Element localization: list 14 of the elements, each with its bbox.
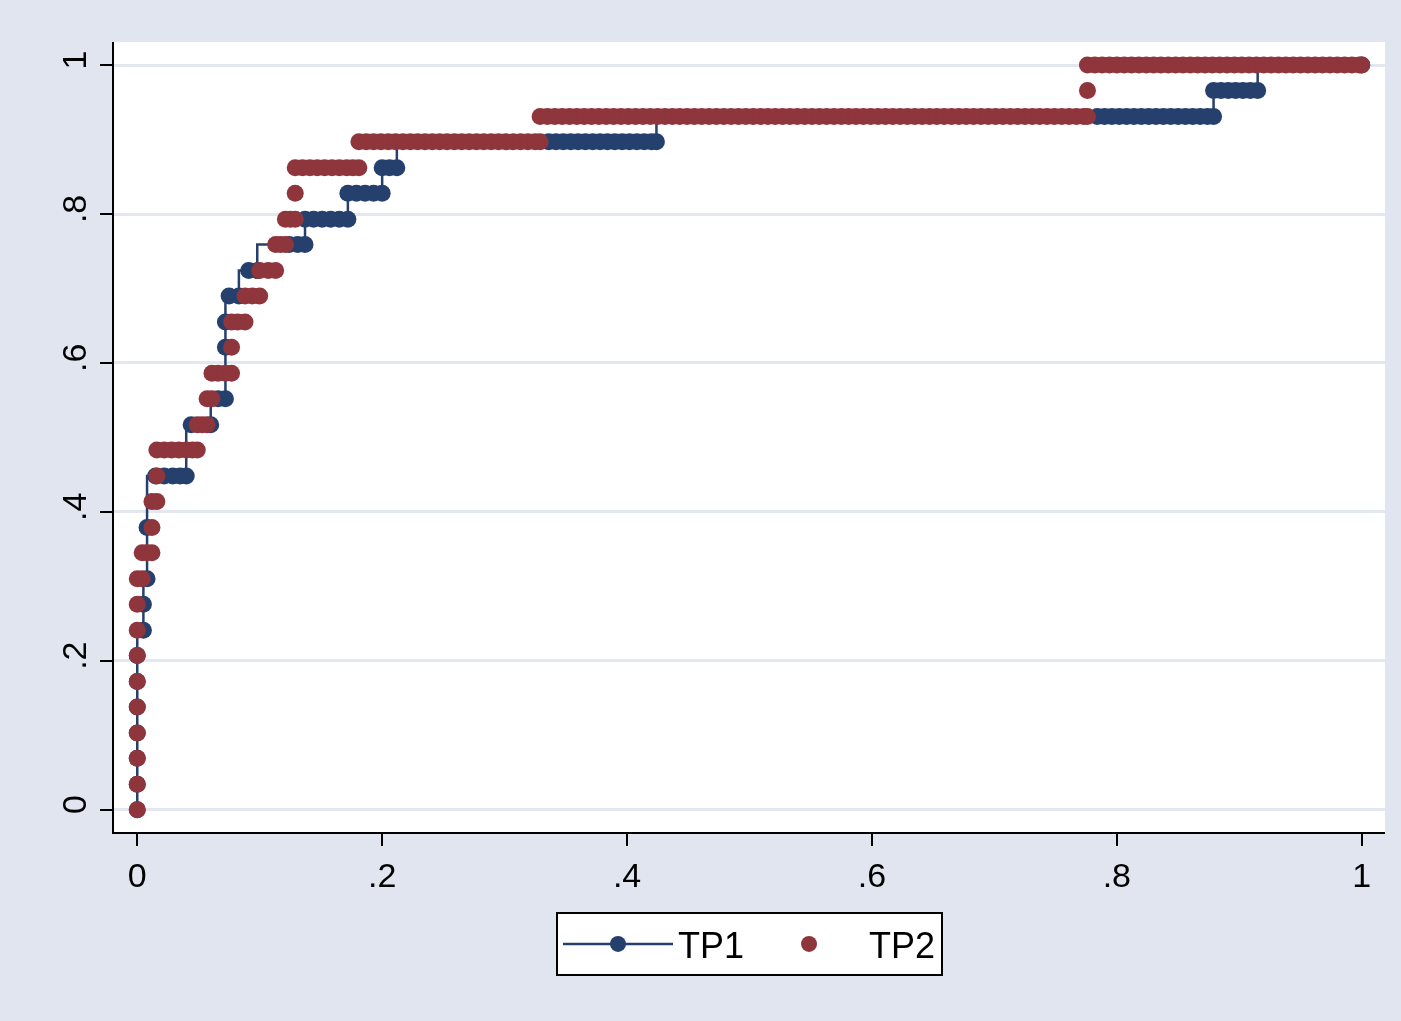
y-tick-label: 1 xyxy=(55,50,94,70)
x-tick-label: .4 xyxy=(612,855,642,894)
x-tick-label: 0 xyxy=(127,855,147,894)
y-tick-label: .2 xyxy=(55,641,94,670)
y-tick-label: .4 xyxy=(55,492,94,521)
legend-label: TP1 xyxy=(678,924,745,966)
legend-label: TP2 xyxy=(869,924,936,966)
y-tick-label: .6 xyxy=(55,343,94,372)
y-tick-label: 0 xyxy=(55,795,94,815)
x-tick-label: 1 xyxy=(1352,855,1372,894)
x-tick-label: .2 xyxy=(367,855,397,894)
y-tick-label: .8 xyxy=(55,194,94,224)
x-tick-label: .8 xyxy=(1102,855,1132,894)
x-tick-label: .6 xyxy=(857,855,887,894)
